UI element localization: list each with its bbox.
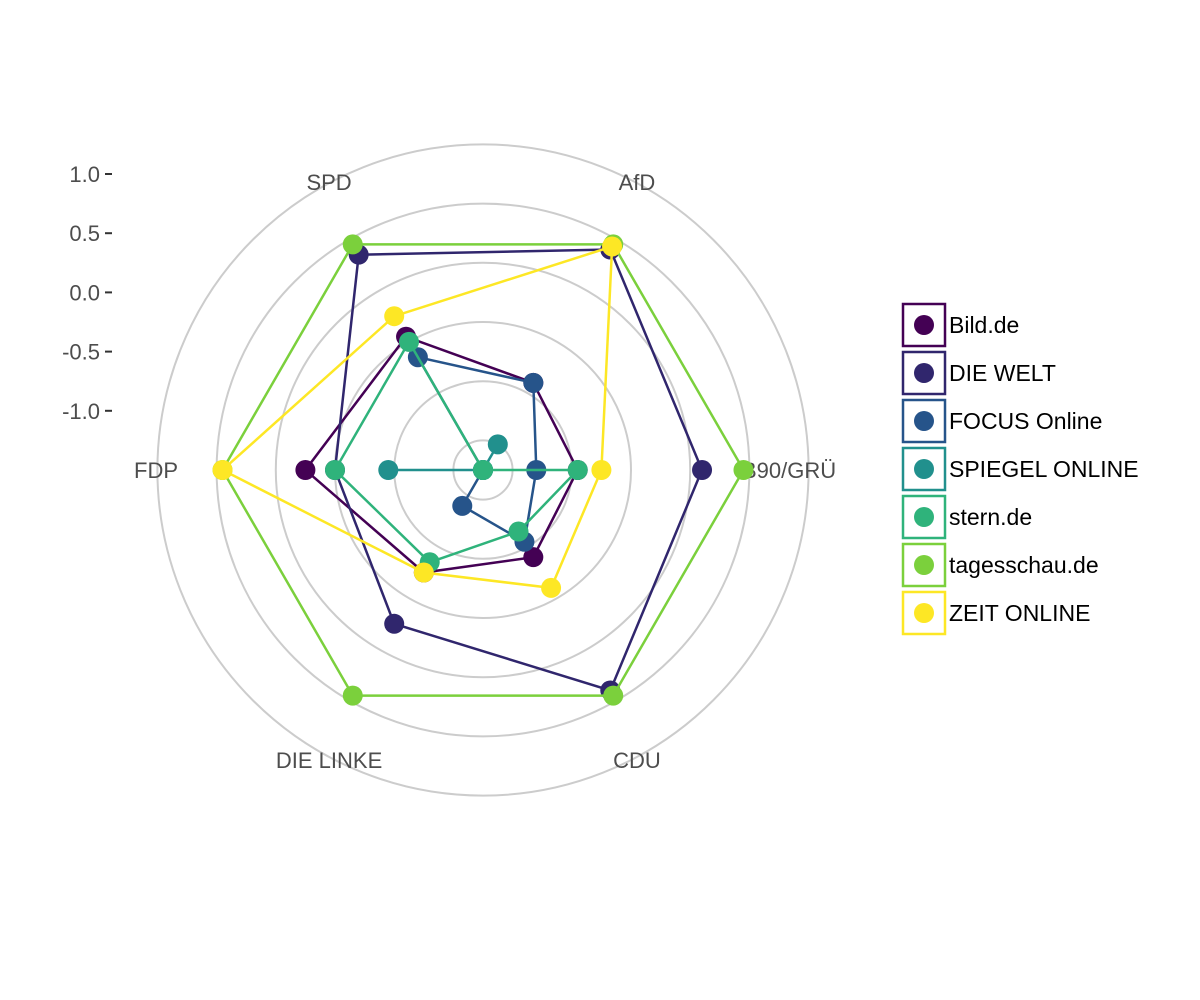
data-point [384, 613, 405, 634]
legend-label: Bild.de [949, 312, 1019, 338]
data-point [413, 562, 434, 583]
axis-label: FDP [134, 458, 178, 483]
legend-marker [914, 603, 934, 623]
legend-marker [914, 315, 934, 335]
y-tick-label: -0.5 [62, 340, 100, 365]
legend-label: stern.de [949, 504, 1032, 530]
legend-marker [914, 507, 934, 527]
legend-item: DIE WELT [901, 350, 1056, 396]
legend-label: SPIEGEL ONLINE [949, 456, 1139, 482]
data-point [508, 521, 529, 542]
legend-item: tagesschau.de [901, 542, 1099, 588]
legend-item: stern.de [901, 494, 1032, 540]
data-point [692, 460, 713, 480]
legend-item: ZEIT ONLINE [901, 590, 1090, 636]
legend-item: FOCUS Online [901, 398, 1102, 444]
legend-item: SPIEGEL ONLINE [901, 446, 1139, 492]
data-point [295, 460, 316, 480]
legend-marker [914, 411, 934, 431]
y-tick-label: 0.5 [69, 221, 100, 246]
data-point [603, 685, 624, 706]
data-point [384, 306, 405, 327]
legend-item: Bild.de [901, 302, 1019, 348]
series-4 [325, 331, 588, 573]
grid-circle-3 [274, 261, 692, 679]
series-layer [212, 234, 754, 706]
data-point [342, 234, 363, 255]
data-point [591, 460, 612, 480]
data-point [342, 685, 363, 706]
data-point [523, 372, 544, 393]
data-point [733, 460, 754, 480]
data-point [602, 236, 623, 257]
data-point [325, 460, 345, 480]
series-line [333, 339, 581, 564]
data-point [473, 460, 493, 480]
series-line [415, 355, 538, 544]
legend-label: FOCUS Online [949, 408, 1102, 434]
data-point [487, 434, 508, 455]
data-point [378, 460, 399, 480]
data-point [452, 495, 473, 516]
legend-label: tagesschau.de [949, 552, 1099, 578]
legend: Bild.de DIE WELT FOCUS Online SPIEGEL ONLIN… [901, 302, 1139, 636]
axis-label: AfD [619, 170, 656, 195]
data-point [212, 460, 233, 480]
data-point [541, 577, 562, 598]
y-tick-label: 0.0 [69, 280, 100, 305]
data-point [567, 460, 588, 480]
axis-labels: AfD B90/GRÜ CDU DIE LINKE FDP SPD [134, 170, 836, 773]
legend-label: DIE WELT [949, 360, 1056, 386]
axis-label: CDU [613, 748, 661, 773]
y-tick-label: 1.0 [69, 162, 100, 187]
legend-label: ZEIT ONLINE [949, 600, 1090, 626]
data-point [399, 331, 419, 352]
legend-marker [914, 459, 934, 479]
data-point [523, 547, 544, 568]
y-tick-label: -1.0 [62, 399, 100, 424]
legend-marker [914, 555, 934, 575]
axis-label: DIE LINKE [276, 748, 382, 773]
axis-label: B90/GRÜ [742, 458, 836, 483]
legend-marker [914, 363, 934, 383]
axis-label: SPD [306, 170, 351, 195]
grid-circle-5 [156, 143, 810, 797]
y-axis: 1.0 0.5 0.0 -0.5 -1.0 [62, 162, 112, 424]
series-6 [212, 236, 623, 598]
